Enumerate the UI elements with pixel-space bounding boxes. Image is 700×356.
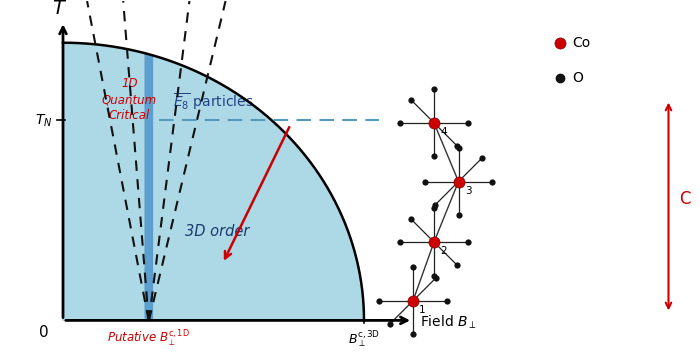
- Text: 2: 2: [440, 246, 447, 256]
- Polygon shape: [63, 43, 364, 320]
- Text: $\overline{E_8}$ particles: $\overline{E_8}$ particles: [174, 91, 254, 111]
- Text: 1: 1: [419, 305, 426, 315]
- Text: 4: 4: [440, 127, 447, 137]
- Text: Field $B_\perp$: Field $B_\perp$: [420, 314, 477, 331]
- Text: Putative $B_\perp^{\rm c,1D}$: Putative $B_\perp^{\rm c,1D}$: [107, 329, 190, 349]
- Polygon shape: [145, 53, 153, 320]
- Text: 1D
Quantum
Critical: 1D Quantum Critical: [102, 77, 157, 122]
- Text: 3: 3: [465, 186, 471, 196]
- Text: $T$: $T$: [52, 0, 67, 18]
- Text: 3D order: 3D order: [185, 224, 249, 239]
- Text: $B_\perp^{\rm c,3D}$: $B_\perp^{\rm c,3D}$: [348, 329, 380, 350]
- Text: Co: Co: [573, 36, 591, 50]
- Text: $0$: $0$: [38, 324, 49, 340]
- Text: O: O: [573, 71, 584, 85]
- Text: $T_N$: $T_N$: [35, 112, 52, 129]
- Text: C: C: [679, 190, 690, 208]
